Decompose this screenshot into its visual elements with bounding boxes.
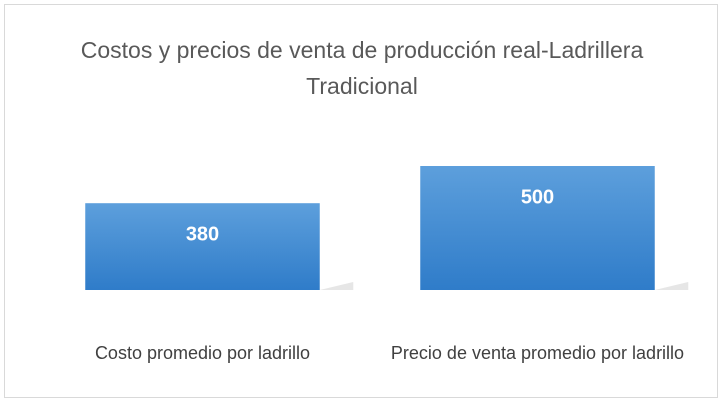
x-tick-label: Costo promedio por ladrillo	[94, 343, 311, 363]
bar-shadow	[319, 282, 354, 290]
value-label: 380	[186, 223, 219, 245]
bar	[85, 203, 320, 290]
bar	[420, 166, 655, 290]
x-tick-label: Precio de venta promedio por ladrillo	[390, 343, 685, 363]
chart-title: Costos y precios de venta de producción …	[80, 37, 644, 99]
bar-shadow	[654, 282, 689, 290]
value-label: 500	[521, 186, 554, 208]
chart-frame	[4, 4, 718, 398]
